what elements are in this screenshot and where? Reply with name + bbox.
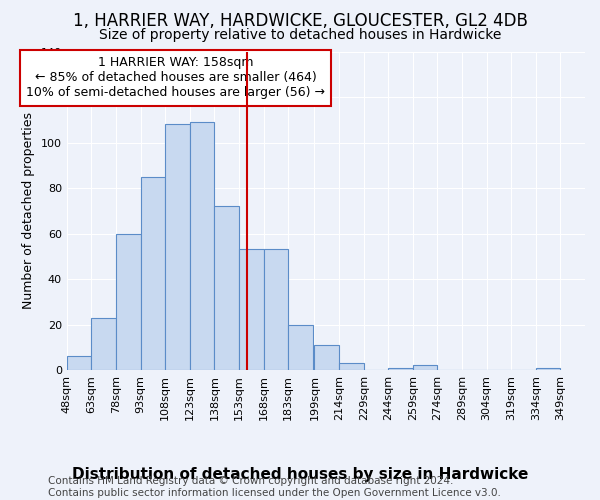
Bar: [116, 234, 140, 370]
Bar: [314, 345, 339, 370]
Bar: [536, 368, 560, 370]
Text: Distribution of detached houses by size in Hardwicke: Distribution of detached houses by size …: [72, 468, 528, 482]
Bar: [91, 318, 116, 370]
Bar: [388, 368, 413, 370]
Bar: [214, 206, 239, 370]
Y-axis label: Number of detached properties: Number of detached properties: [22, 112, 35, 310]
Bar: [288, 324, 313, 370]
Text: 1, HARRIER WAY, HARDWICKE, GLOUCESTER, GL2 4DB: 1, HARRIER WAY, HARDWICKE, GLOUCESTER, G…: [73, 12, 527, 30]
Bar: [67, 356, 91, 370]
Bar: [165, 124, 190, 370]
Text: 1 HARRIER WAY: 158sqm
← 85% of detached houses are smaller (464)
10% of semi-det: 1 HARRIER WAY: 158sqm ← 85% of detached …: [26, 56, 325, 100]
Bar: [239, 250, 263, 370]
Bar: [140, 176, 165, 370]
Text: Size of property relative to detached houses in Hardwicke: Size of property relative to detached ho…: [99, 28, 501, 42]
Bar: [263, 250, 288, 370]
Bar: [339, 363, 364, 370]
Bar: [190, 122, 214, 370]
Bar: [413, 366, 437, 370]
Text: Contains HM Land Registry data © Crown copyright and database right 2024.
Contai: Contains HM Land Registry data © Crown c…: [48, 476, 501, 498]
